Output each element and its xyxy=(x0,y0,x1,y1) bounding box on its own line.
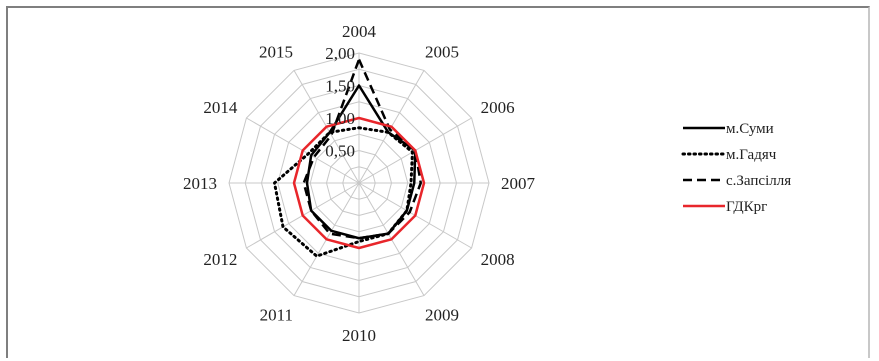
radar-grid xyxy=(228,52,490,314)
category-label-2007: 2007 xyxy=(501,174,536,193)
radar-series xyxy=(273,58,426,258)
category-label-2006: 2006 xyxy=(481,98,515,117)
category-label-2012: 2012 xyxy=(203,250,237,269)
legend-label-3: с.Запсілля xyxy=(726,173,791,189)
category-label-2009: 2009 xyxy=(425,306,459,325)
category-labels: 2004 2005 2006 2007 2008 2009 2010 2011 2012 2013… xyxy=(183,22,536,345)
legend-label-4: ГДКрг xyxy=(726,199,767,215)
category-label-2014: 2014 xyxy=(203,98,238,117)
radial-tick-label: 1,00 xyxy=(325,109,355,128)
chart-frame xyxy=(6,6,870,358)
legend-label-1: м.Суми xyxy=(726,121,774,137)
legend-label-2: м.Гадяч xyxy=(726,147,777,163)
category-label-2013: 2013 xyxy=(183,174,217,193)
category-label-2004: 2004 xyxy=(342,22,377,41)
category-label-2015: 2015 xyxy=(259,42,293,61)
radial-tick-labels: 0,50 1,00 1,50 2,00 xyxy=(325,44,355,161)
radial-tick-label: 1,50 xyxy=(325,77,355,96)
series-line-2 xyxy=(273,126,414,258)
category-label-2010: 2010 xyxy=(342,326,376,345)
legend: м.Суми м.Гадяч с.Запсілля ГДКрг xyxy=(681,121,791,215)
category-label-2011: 2011 xyxy=(260,306,293,325)
category-label-2008: 2008 xyxy=(481,250,515,269)
radial-tick-label: 0,50 xyxy=(325,142,355,161)
category-label-2005: 2005 xyxy=(425,42,459,61)
radial-tick-label: 2,00 xyxy=(325,44,355,63)
series-line-4 xyxy=(292,116,426,250)
